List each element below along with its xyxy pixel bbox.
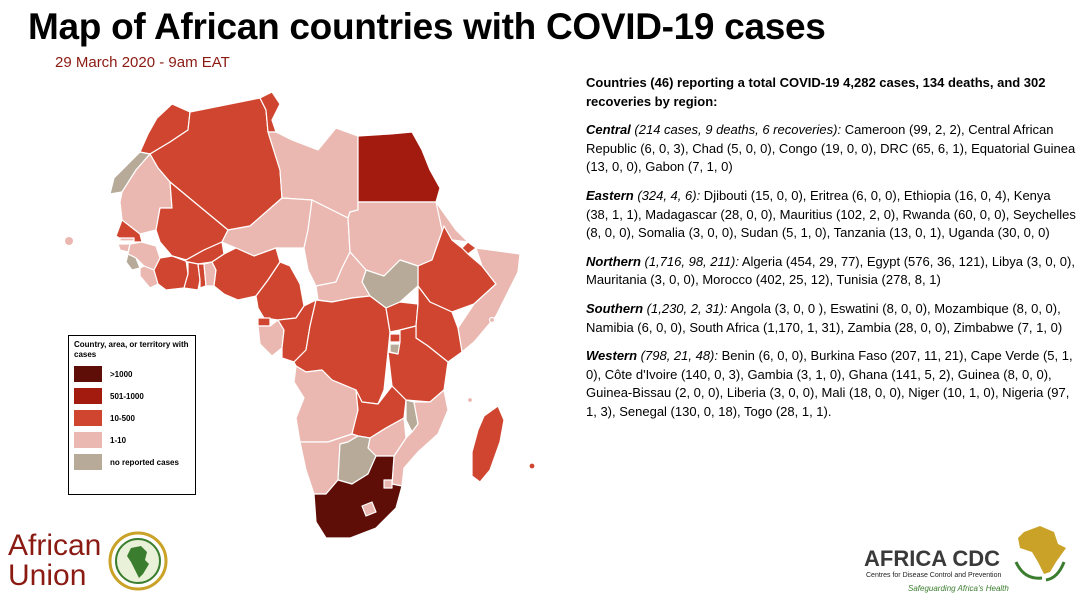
legend-swatch-gt1000 [74, 366, 102, 382]
country-rwanda [389, 333, 401, 343]
au-line2: Union [8, 559, 87, 592]
legend-label: no reported cases [110, 457, 179, 467]
country-gambia [119, 237, 135, 242]
country-lesotho [361, 501, 377, 517]
region-countries: Algeria (454, 29, 77), Egypt (576, 36, 1… [586, 253, 1075, 288]
legend-label: 501-1000 [110, 391, 144, 401]
region-name: Southern [586, 300, 644, 316]
legend-item-501-1000: 501-1000 [74, 388, 190, 404]
au-line1: African [8, 529, 102, 562]
legend-label: 10-500 [110, 413, 135, 423]
summary-heading: Countries (46) reporting a total COVID-1… [586, 75, 1046, 109]
cape-verde-marker [65, 237, 73, 245]
country-eswatini [383, 479, 393, 489]
cdc-motto: Safeguarding Africa's Health [908, 584, 1009, 593]
region-stats: (798, 21, 48): [637, 348, 719, 364]
region-stats: (1,716, 98, 211): [640, 253, 739, 269]
region-countries: Angola (3, 0, 0 ), Eswatini (8, 0, 0), M… [586, 300, 1063, 335]
country-comoros [466, 396, 474, 404]
region-stats: (214 cases, 9 deaths, 6 recoveries): [630, 122, 842, 138]
country-sierra-leone [125, 253, 141, 271]
au-wordmark: African Union [8, 531, 101, 591]
region-name: Eastern [586, 187, 634, 203]
country-equatorial-guinea [257, 317, 271, 327]
region-western: Western (798, 21, 48): Benin (6, 0, 0), … [586, 347, 1076, 421]
legend-swatch-1-10 [74, 432, 102, 448]
legend-swatch-10-500 [74, 410, 102, 426]
map-legend: Country, area, or territory with cases >… [68, 335, 196, 495]
au-emblem-icon [108, 531, 168, 591]
region-central: Central (214 cases, 9 deaths, 6 recoveri… [586, 121, 1076, 177]
africa-cdc-logo: AFRICA CDC Centres for Disease Control a… [862, 522, 1072, 602]
region-name: Northern [586, 253, 641, 269]
cdc-name: AFRICA CDC [864, 546, 1001, 571]
country-gabon [257, 319, 285, 357]
region-northern: Northern (1,716, 98, 211): Algeria (454,… [586, 253, 1076, 290]
region-stats: (1,230, 2, 31): [643, 300, 728, 316]
country-tunisia [259, 91, 281, 133]
legend-item-gt1000: >1000 [74, 366, 190, 382]
region-name: Central [586, 122, 631, 138]
africa-map [109, 91, 536, 539]
africa-continent-icon [1014, 526, 1066, 582]
african-union-logo: African Union [8, 530, 169, 592]
region-countries: Djibouti (15, 0, 0), Eritrea (6, 0, 0), … [586, 187, 1076, 241]
cdc-tagline: Centres for Disease Control and Preventi… [866, 572, 1002, 579]
legend-item-no-cases: no reported cases [74, 454, 190, 470]
country-egypt [357, 131, 441, 203]
legend-swatch-501-1000 [74, 388, 102, 404]
region-name: Western [586, 348, 638, 364]
date-subtitle: 29 March 2020 - 9am EAT [55, 54, 230, 71]
region-countries: Benin (6, 0, 0), Burkina Faso (207, 11, … [586, 348, 1073, 419]
country-cote-divoire [153, 255, 189, 291]
country-mozambique [391, 389, 449, 487]
region-southern: Southern (1,230, 2, 31): Angola (3, 0, 0… [586, 300, 1076, 337]
region-countries: Cameroon (99, 2, 2), Central African Rep… [586, 122, 1076, 175]
legend-item-1-10: 1-10 [74, 432, 190, 448]
legend-item-10-500: 10-500 [74, 410, 190, 426]
legend-title: Country, area, or territory with cases [74, 340, 189, 359]
legend-swatch-no-cases [74, 454, 102, 470]
page-title: Map of African countries with COVID-19 c… [28, 6, 826, 47]
legend-label: 1-10 [110, 435, 127, 445]
legend-label: >1000 [110, 369, 133, 379]
country-senegal [115, 219, 143, 243]
country-madagascar [471, 405, 505, 483]
region-stats: (324, 4, 6): [633, 187, 701, 203]
country-mauritius [528, 462, 536, 470]
region-eastern: Eastern (324, 4, 6): Djibouti (15, 0, 0)… [586, 187, 1076, 243]
country-seychelles [488, 316, 496, 324]
regional-summary-panel: Countries (46) reporting a total COVID-1… [586, 74, 1076, 432]
